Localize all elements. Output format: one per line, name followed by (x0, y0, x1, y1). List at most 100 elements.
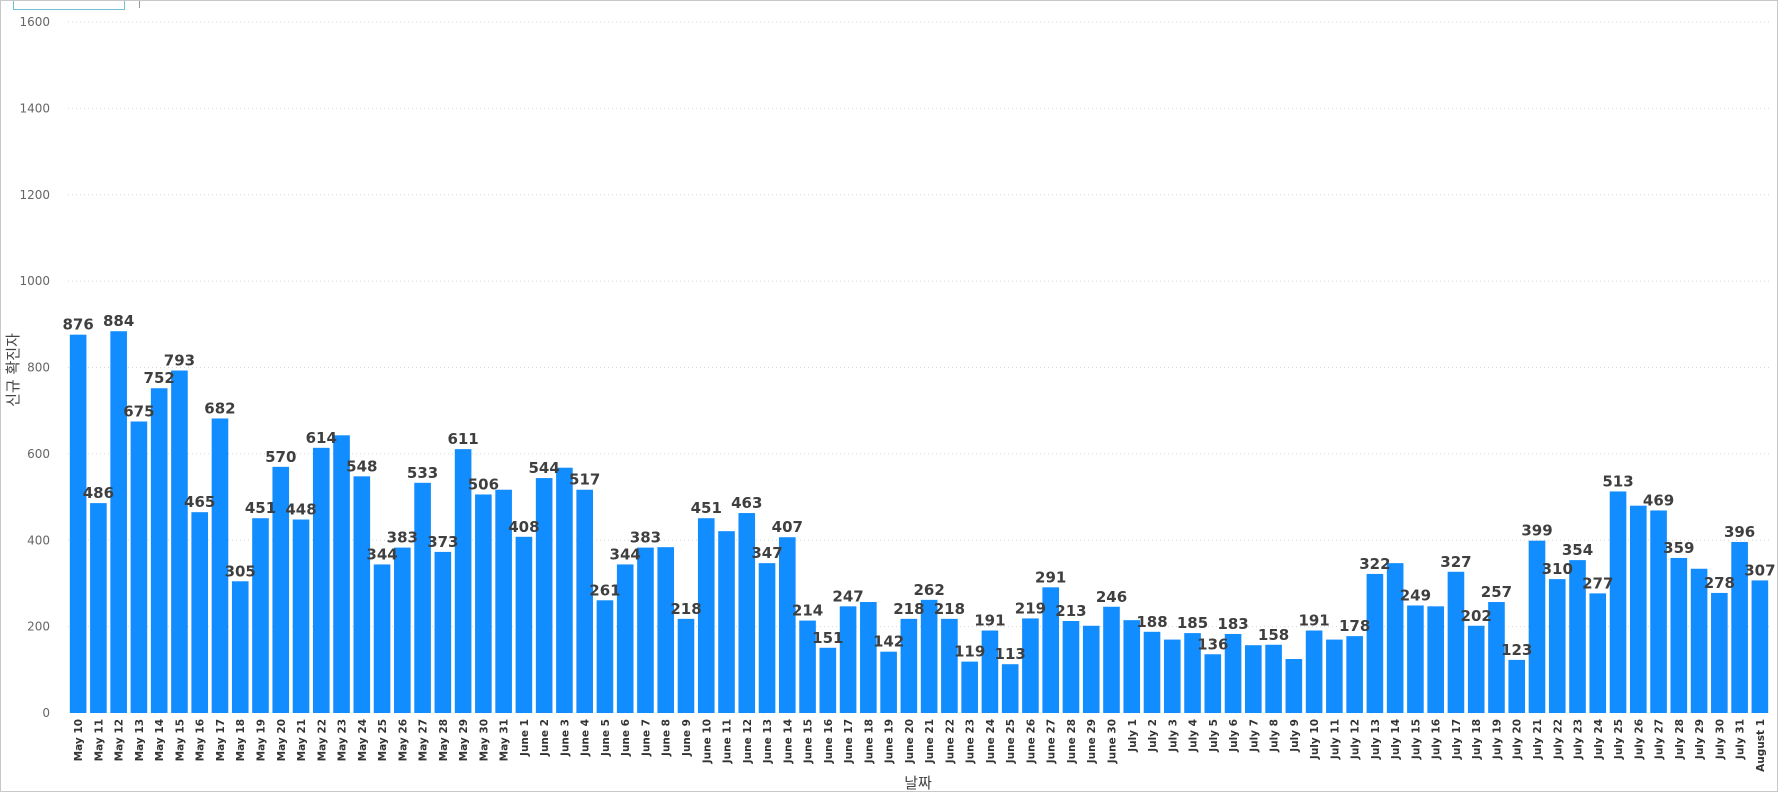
data-label: 752 (144, 369, 175, 387)
bar[interactable] (495, 489, 512, 713)
bar[interactable] (1265, 644, 1282, 713)
bar[interactable] (1184, 633, 1201, 713)
bar[interactable] (981, 630, 999, 713)
x-tick-label: July 10 (1309, 719, 1321, 760)
bar[interactable] (1751, 580, 1769, 713)
bar[interactable] (1366, 573, 1384, 713)
bar[interactable] (90, 503, 107, 713)
bar[interactable] (1650, 510, 1667, 713)
bar[interactable] (596, 600, 614, 713)
bar[interactable] (515, 536, 533, 713)
bar[interactable] (880, 651, 897, 713)
bar[interactable] (1062, 621, 1080, 713)
bar[interactable] (1163, 639, 1181, 713)
bar[interactable] (576, 489, 593, 713)
bar[interactable] (1103, 606, 1120, 713)
bar[interactable] (1488, 602, 1505, 713)
bar[interactable] (312, 447, 330, 713)
data-label: 344 (366, 545, 397, 563)
y-tick-label: 400 (27, 533, 50, 547)
x-tick-label: May 10 (73, 719, 85, 761)
bar[interactable] (191, 512, 209, 713)
data-label: 142 (873, 633, 904, 651)
bar[interactable] (1467, 625, 1485, 713)
bar[interactable] (860, 602, 877, 713)
data-label: 277 (1582, 574, 1613, 592)
bar[interactable] (171, 370, 188, 713)
bar[interactable] (353, 476, 371, 713)
bar[interactable] (900, 618, 918, 713)
bar[interactable] (961, 661, 978, 713)
bar[interactable] (130, 421, 148, 713)
bar[interactable] (535, 478, 553, 713)
bar[interactable] (1711, 592, 1728, 713)
y-axis-ticks: 0 200 400 600 800 1000 1200 1400 1600 (19, 15, 50, 720)
bar[interactable] (1001, 664, 1019, 713)
bar[interactable] (1731, 541, 1748, 713)
bar[interactable] (394, 547, 411, 713)
bar[interactable] (1508, 659, 1526, 713)
bar[interactable] (778, 537, 796, 713)
bar[interactable] (697, 518, 715, 713)
bar[interactable] (211, 418, 229, 713)
x-tick-label: July 24 (1593, 719, 1605, 760)
bar[interactable] (1609, 491, 1627, 713)
bar[interactable] (434, 551, 452, 713)
bar[interactable] (1285, 659, 1303, 713)
bar[interactable] (252, 518, 269, 713)
data-label: 188 (1136, 613, 1167, 631)
bar[interactable] (1346, 636, 1363, 713)
bar[interactable] (616, 564, 634, 713)
bar[interactable] (1326, 639, 1343, 713)
bar[interactable] (637, 547, 654, 713)
bar[interactable] (1022, 618, 1039, 713)
bar[interactable] (454, 449, 472, 713)
bar[interactable] (69, 334, 87, 713)
bar[interactable] (1407, 605, 1424, 713)
bar[interactable] (333, 435, 350, 713)
bar[interactable] (1569, 560, 1586, 713)
bar[interactable] (475, 494, 492, 713)
data-label: 533 (407, 464, 438, 482)
bar[interactable] (110, 331, 127, 713)
bar[interactable] (1224, 633, 1242, 713)
bar[interactable] (1245, 645, 1262, 713)
bar[interactable] (1548, 579, 1566, 713)
bar[interactable] (1204, 654, 1222, 713)
bar[interactable] (738, 513, 756, 713)
bar[interactable] (677, 618, 695, 713)
bars (69, 331, 1769, 713)
visual-header-tab[interactable] (13, 1, 125, 10)
bar[interactable] (1123, 620, 1141, 713)
bar[interactable] (799, 620, 816, 713)
bar[interactable] (941, 618, 958, 713)
bar[interactable] (373, 564, 391, 713)
bar[interactable] (1528, 540, 1546, 713)
bar[interactable] (556, 467, 573, 713)
x-tick-label: June 24 (985, 719, 997, 764)
bar[interactable] (839, 606, 857, 713)
bar[interactable] (920, 599, 938, 713)
bar[interactable] (292, 519, 310, 713)
bar[interactable] (231, 581, 249, 713)
bar[interactable] (1427, 606, 1444, 713)
bar[interactable] (1082, 625, 1100, 713)
bar[interactable] (1447, 571, 1465, 713)
bar[interactable] (414, 482, 431, 713)
bar[interactable] (272, 466, 290, 713)
bar[interactable] (1589, 593, 1607, 713)
x-tick-label: May 19 (255, 719, 267, 761)
bar[interactable] (1690, 568, 1708, 713)
bar[interactable] (657, 547, 675, 713)
bar[interactable] (1670, 557, 1688, 713)
bar[interactable] (1629, 505, 1647, 713)
x-tick-label: July 20 (1512, 719, 1524, 760)
bar[interactable] (1386, 563, 1404, 713)
bar[interactable] (1305, 630, 1323, 713)
bar[interactable] (1143, 631, 1161, 713)
bar[interactable] (718, 531, 735, 713)
bar[interactable] (758, 563, 776, 713)
bar[interactable] (150, 388, 168, 713)
bar[interactable] (1042, 587, 1060, 713)
bar[interactable] (819, 647, 837, 713)
